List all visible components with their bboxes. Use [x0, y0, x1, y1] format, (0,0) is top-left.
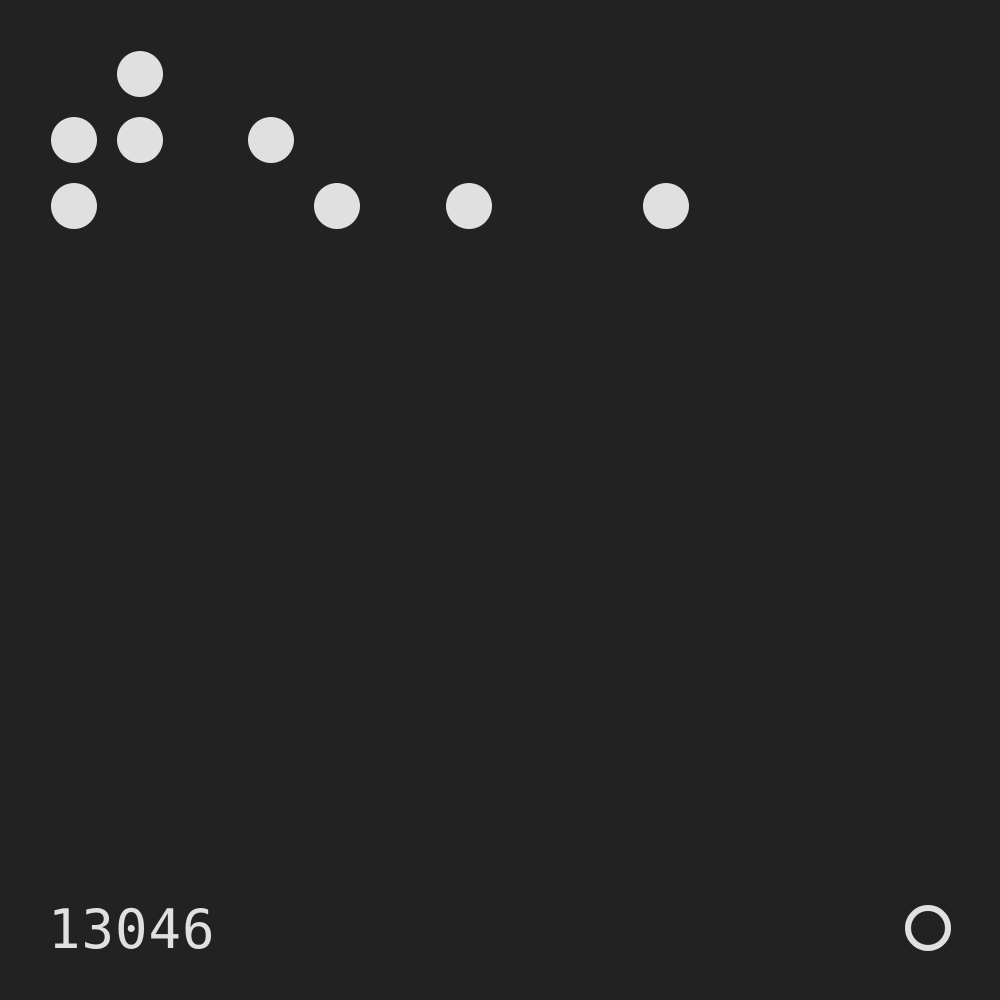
pattern-dot [116, 51, 163, 97]
pattern-dot [116, 116, 163, 163]
pattern-dot [643, 182, 690, 229]
pattern-dot [314, 182, 361, 229]
pattern-dot [51, 182, 97, 229]
dot-pattern [0, 0, 1000, 300]
code-number: 13046 [48, 898, 216, 961]
ring-icon [905, 905, 951, 951]
pattern-dot [248, 116, 295, 163]
pattern-dot [51, 116, 97, 163]
pattern-dot [445, 182, 492, 229]
